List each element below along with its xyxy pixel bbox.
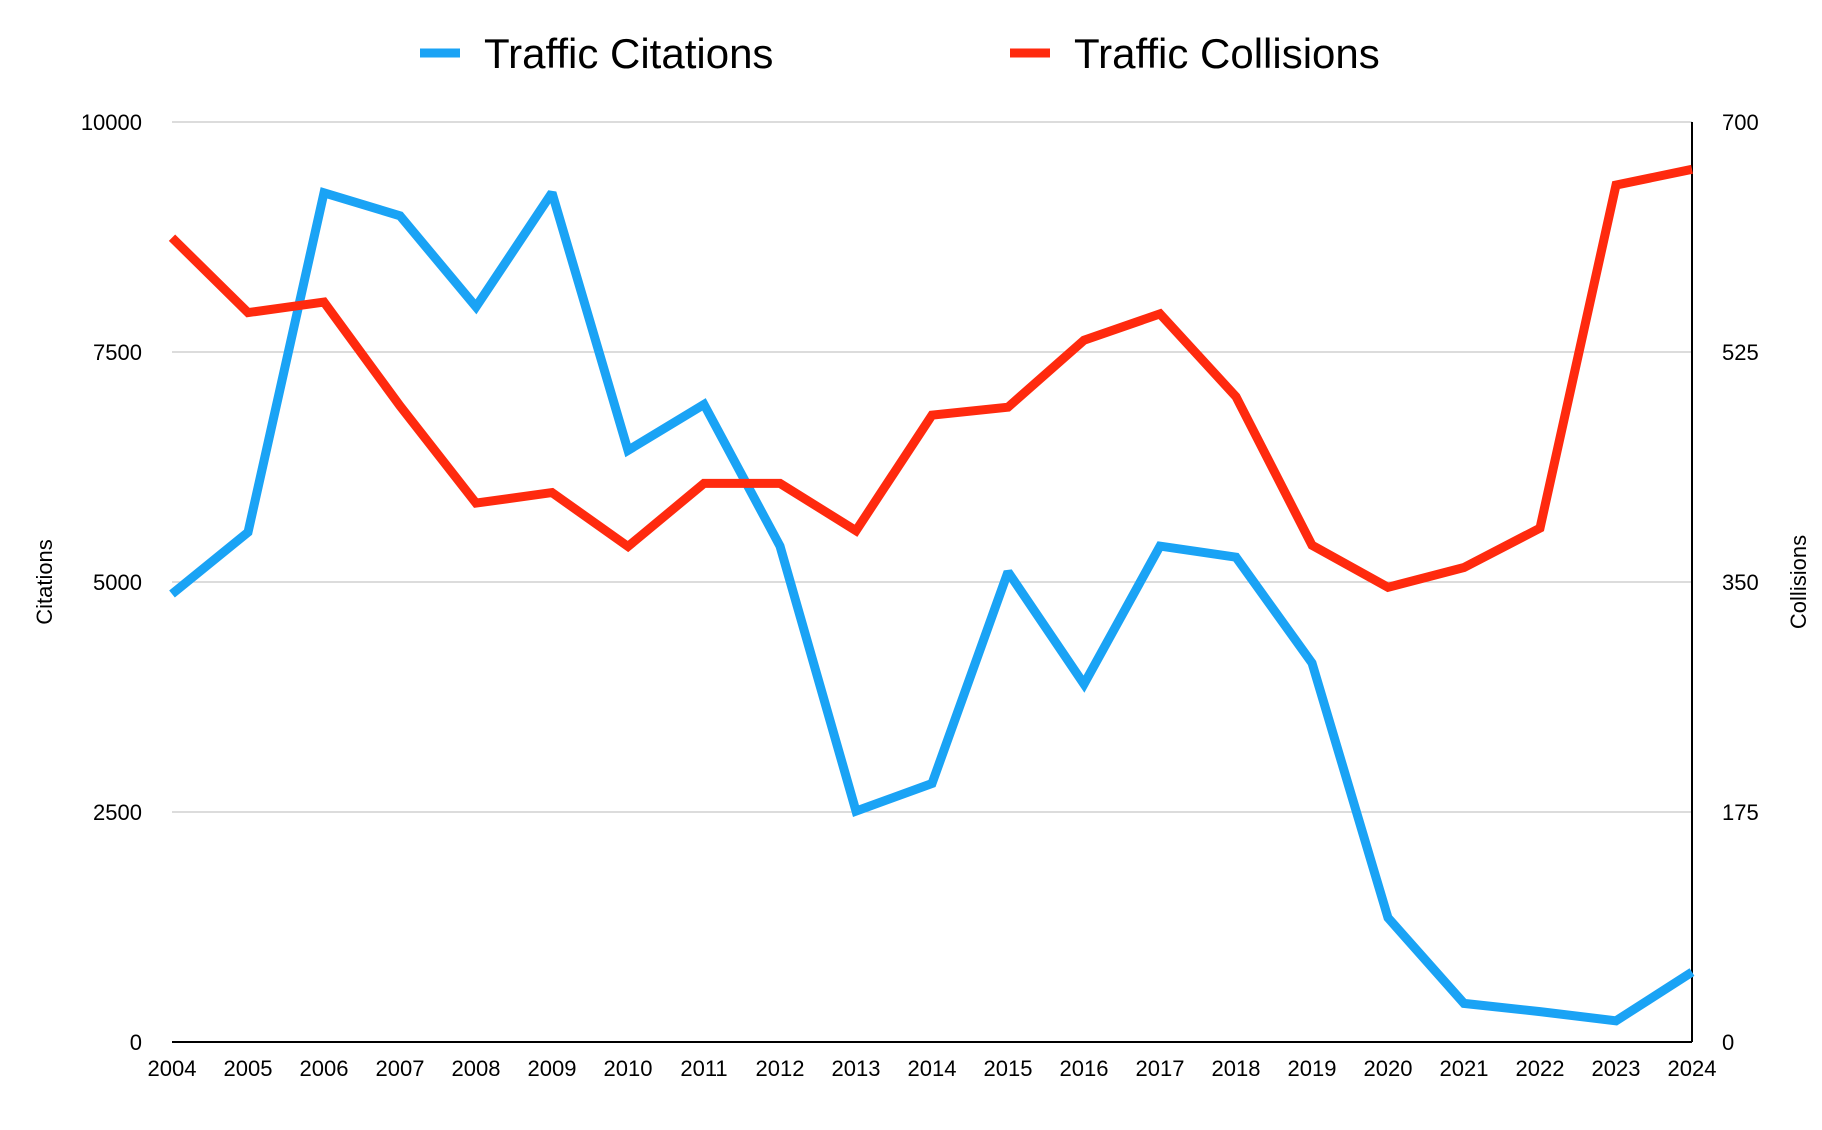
x-tick-label: 2019 (1288, 1056, 1337, 1081)
legend-label: Traffic Collisions (1074, 30, 1380, 77)
x-tick-label: 2022 (1516, 1056, 1565, 1081)
right-tick-label: 175 (1722, 800, 1759, 825)
left-tick-label: 0 (130, 1030, 142, 1055)
x-tick-label: 2016 (1060, 1056, 1109, 1081)
left-axis-ticks: 0 2500 5000 7500 10000 (81, 110, 142, 1055)
right-axis-title: Collisions (1786, 535, 1811, 629)
x-tick-label: 2004 (148, 1056, 197, 1081)
axes (172, 122, 1693, 1043)
right-tick-label: 700 (1722, 110, 1759, 135)
right-axis-ticks: 0 175 350 525 700 (1722, 110, 1759, 1055)
right-tick-label: 350 (1722, 570, 1759, 595)
legend: Traffic Citations Traffic Collisions (420, 30, 1380, 77)
x-tick-label: 2021 (1440, 1056, 1489, 1081)
left-tick-label: 2500 (93, 800, 142, 825)
right-tick-label: 525 (1722, 340, 1759, 365)
x-tick-label: 2012 (756, 1056, 805, 1081)
left-axis-title: Citations (32, 539, 57, 625)
x-tick-label: 2007 (376, 1056, 425, 1081)
x-tick-label: 2018 (1212, 1056, 1261, 1081)
x-tick-label: 2005 (224, 1056, 273, 1081)
x-tick-label: 2020 (1364, 1056, 1413, 1081)
x-tick-label: 2006 (300, 1056, 349, 1081)
x-tick-label: 2008 (452, 1056, 501, 1081)
x-axis-ticks: 2004 2005 2006 2007 2008 2009 2010 2011 2012 2013… (148, 1056, 1717, 1081)
x-tick-label: 2013 (832, 1056, 881, 1081)
x-tick-label: 2017 (1136, 1056, 1185, 1081)
left-tick-label: 7500 (93, 340, 142, 365)
series-line (168, 164, 1693, 593)
legend-label: Traffic Citations (484, 30, 773, 77)
series-lines (168, 164, 1695, 1026)
grid-lines (172, 121, 1692, 813)
x-tick-label: 2024 (1668, 1056, 1717, 1081)
x-tick-label: 2014 (908, 1056, 957, 1081)
x-tick-label: 2009 (528, 1056, 577, 1081)
series-line (169, 187, 1695, 1026)
left-tick-label: 10000 (81, 110, 142, 135)
x-tick-label: 2015 (984, 1056, 1033, 1081)
x-tick-label: 2011 (680, 1056, 727, 1081)
x-tick-label: 2023 (1592, 1056, 1641, 1081)
right-tick-label: 0 (1722, 1030, 1734, 1055)
left-tick-label: 5000 (93, 570, 142, 595)
x-tick-label: 2010 (604, 1056, 653, 1081)
